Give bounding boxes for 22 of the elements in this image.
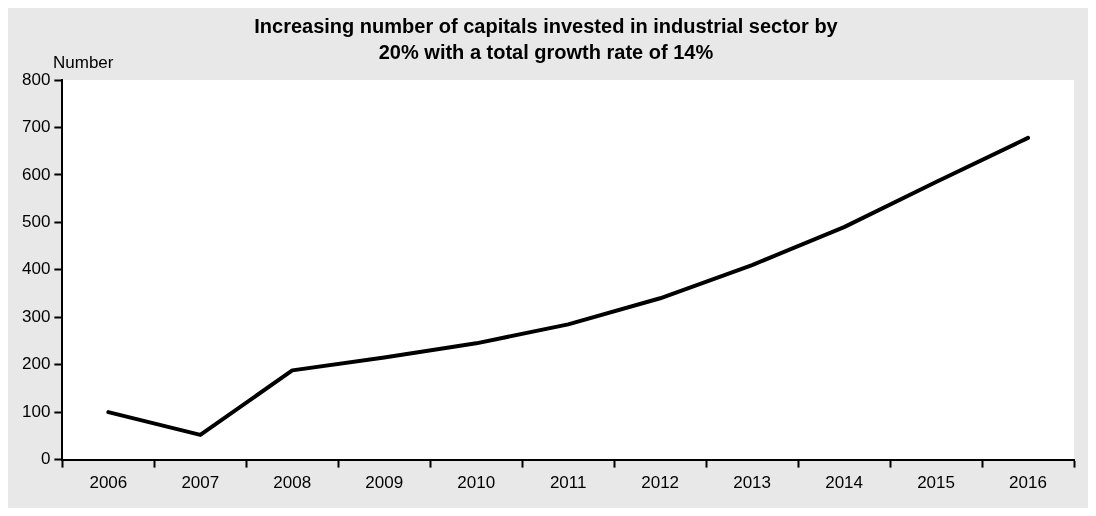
x-tick-label: 2012 bbox=[641, 473, 680, 493]
y-tick-label: 100 bbox=[21, 401, 51, 421]
x-tick-label: 2007 bbox=[181, 473, 220, 493]
y-tick-label: 800 bbox=[21, 69, 51, 89]
y-axis-title: Number bbox=[53, 53, 114, 73]
x-tick-label: 2015 bbox=[917, 473, 955, 493]
x-tick-label: 2013 bbox=[733, 473, 772, 493]
x-tick-label: 2011 bbox=[549, 473, 587, 493]
x-tick-label: 2008 bbox=[273, 473, 312, 493]
y-tick-label: 400 bbox=[21, 259, 51, 279]
y-tick-label: 700 bbox=[21, 117, 51, 137]
y-tick-label: 600 bbox=[21, 164, 51, 184]
x-tick-label: 2010 bbox=[457, 473, 496, 493]
x-tick-label: 2014 bbox=[825, 473, 863, 493]
y-tick-label: 0 bbox=[40, 449, 51, 469]
x-tick-label: 2016 bbox=[1009, 473, 1047, 493]
x-tick-label: 2006 bbox=[89, 473, 128, 493]
chart-title: Increasing number of capitals invested in industrial sector by 20% with a total growth rate of 14% bbox=[254, 14, 839, 63]
y-tick-label: 300 bbox=[21, 306, 51, 326]
y-tick-label: 500 bbox=[21, 212, 51, 232]
x-tick-label: 2009 bbox=[365, 473, 404, 493]
y-tick-label: 200 bbox=[21, 354, 51, 374]
